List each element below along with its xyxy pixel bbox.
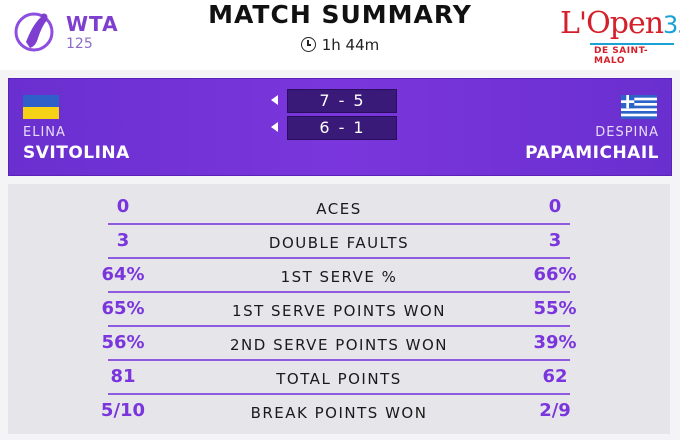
- stat-player2-value: 66%: [533, 264, 577, 285]
- stat-label: TOTAL POINTS: [276, 370, 402, 388]
- event-logo: L'Open35 DE SAINT-MALO: [560, 6, 680, 66]
- stat-player1-value: 5/10: [100, 400, 146, 421]
- clock-icon: [300, 37, 316, 52]
- ukraine-flag-icon: [23, 95, 59, 119]
- event-logo-underline: [590, 43, 674, 45]
- stat-player1-value: 65%: [101, 298, 145, 319]
- wta-player-icon: [14, 12, 54, 52]
- stat-player1-value: 56%: [101, 332, 145, 353]
- stat-player2-value: 39%: [533, 332, 577, 353]
- page-title: MATCH SUMMARY: [208, 0, 472, 29]
- wta-logo-text: WTA: [66, 12, 119, 36]
- player2-first-name: DESPINA: [595, 125, 659, 140]
- event-logo-text: L'Open35: [560, 6, 680, 41]
- match-duration: 1h 44m: [0, 36, 680, 54]
- stat-player1-value: 81: [110, 366, 136, 387]
- stat-divider: [108, 359, 570, 361]
- stat-divider: [108, 325, 570, 327]
- player2-last-name: PAPAMICHAIL: [525, 143, 659, 163]
- stat-player2-value: 62: [542, 366, 568, 387]
- stat-label: 1ST SERVE %: [280, 268, 398, 286]
- stat-player1-value: 0: [116, 196, 130, 217]
- stat-row-total-points: 81 TOTAL POINTS 62: [8, 360, 670, 395]
- stat-label: 2ND SERVE POINTS WON: [230, 336, 448, 354]
- stat-divider: [108, 291, 570, 293]
- stat-divider: [108, 393, 570, 395]
- set-score-box: 7-5: [287, 89, 397, 113]
- stat-label: DOUBLE FAULTS: [268, 234, 410, 252]
- stat-player1-value: 3: [116, 230, 130, 251]
- stat-player2-value: 2/9: [539, 400, 571, 421]
- event-logo-subtitle: DE SAINT-MALO: [594, 46, 649, 66]
- stat-player2-value: 55%: [533, 298, 577, 319]
- score-panel: ELINA SVITOLINA DESPINA PAPAMICHAIL 7-5 …: [8, 78, 672, 176]
- set-score-2: 6-1: [271, 116, 411, 140]
- stat-divider: [108, 223, 570, 225]
- greece-flag-icon: [621, 95, 657, 119]
- stat-row-aces: 0 ACES 0: [8, 190, 670, 225]
- set-score-box: 6-1: [287, 116, 397, 140]
- stat-row-break-points: 5/10 BREAK POINTS WON 2/9: [8, 394, 670, 428]
- player1-first-name: ELINA: [23, 125, 66, 140]
- player1-last-name: SVITOLINA: [23, 143, 130, 163]
- serve-indicator-icon: [271, 122, 278, 132]
- duration-text: 1h 44m: [321, 36, 380, 54]
- wta-logo: WTA 125: [14, 6, 124, 56]
- stat-label: 1ST SERVE POINTS WON: [232, 302, 446, 320]
- stat-row-second-serve-won: 56% 2ND SERVE POINTS WON 39%: [8, 326, 670, 361]
- stat-player2-value: 0: [548, 196, 562, 217]
- stat-label: BREAK POINTS WON: [250, 404, 428, 422]
- stat-row-double-faults: 3 DOUBLE FAULTS 3: [8, 224, 670, 259]
- stat-player2-value: 3: [548, 230, 562, 251]
- stat-label: ACES: [316, 200, 362, 218]
- wta-logo-number: 125: [66, 36, 93, 52]
- stat-row-first-serve-won: 65% 1ST SERVE POINTS WON 55%: [8, 292, 670, 327]
- stat-divider: [108, 257, 570, 259]
- stat-row-first-serve-pct: 64% 1ST SERVE % 66%: [8, 258, 670, 293]
- stat-player1-value: 64%: [101, 264, 145, 285]
- stats-panel: 0 ACES 0 3 DOUBLE FAULTS 3 64% 1ST SERVE…: [8, 184, 670, 434]
- serve-indicator-icon: [271, 95, 278, 105]
- set-score-1: 7-5: [271, 89, 411, 113]
- header: WTA 125 MATCH SUMMARY 1h 44m L'Open35 DE…: [0, 0, 680, 70]
